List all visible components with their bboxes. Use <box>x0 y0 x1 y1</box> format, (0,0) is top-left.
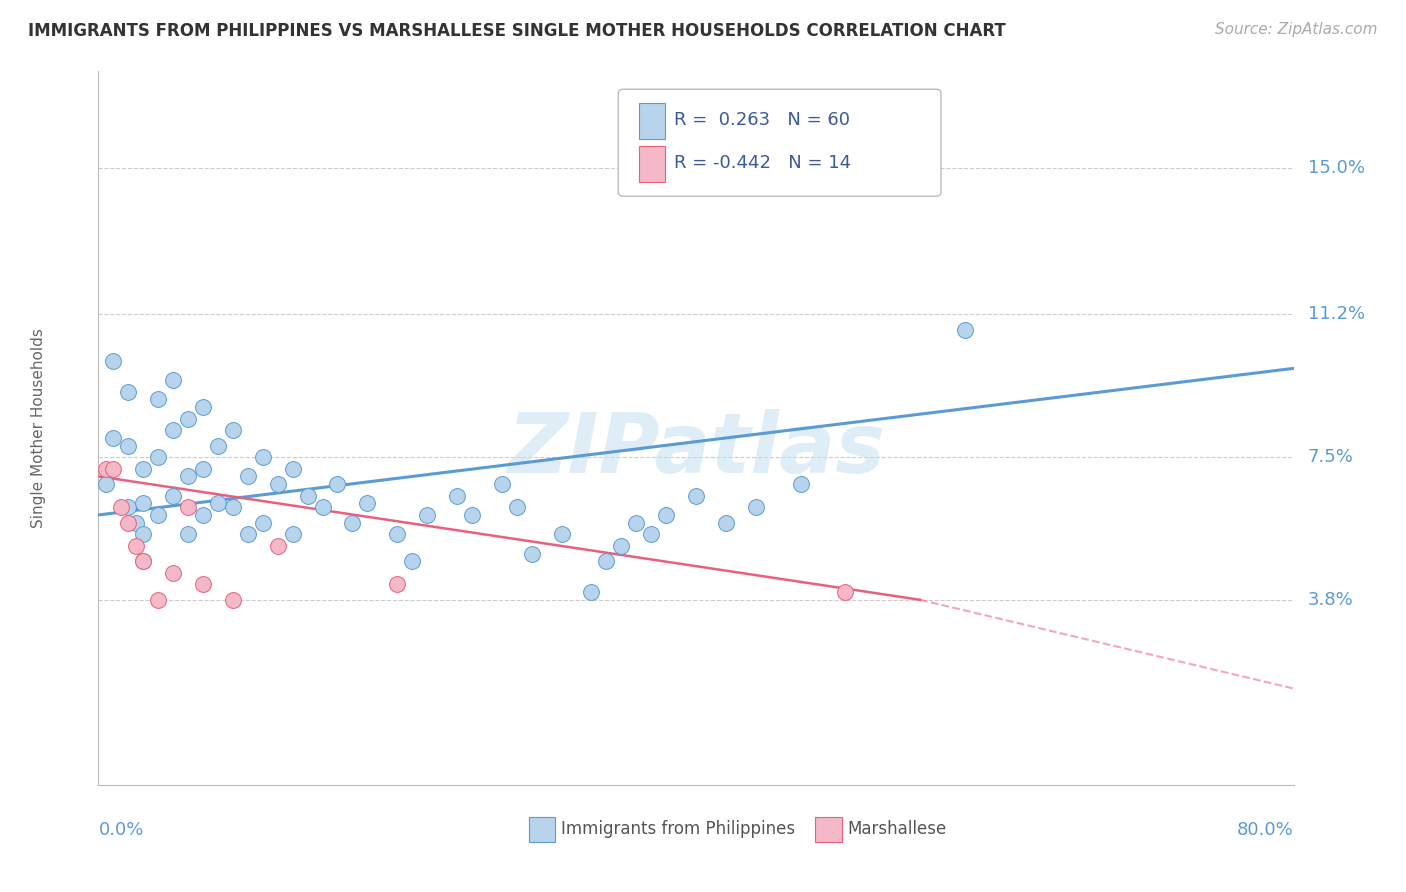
Point <box>177 527 200 541</box>
Point <box>385 577 409 591</box>
Text: 7.5%: 7.5% <box>1308 448 1354 467</box>
Point <box>491 477 513 491</box>
Text: R = -0.442   N = 14: R = -0.442 N = 14 <box>675 153 852 171</box>
Text: IMMIGRANTS FROM PHILIPPINES VS MARSHALLESE SINGLE MOTHER HOUSEHOLDS CORRELATION : IMMIGRANTS FROM PHILIPPINES VS MARSHALLE… <box>28 22 1005 40</box>
Point <box>252 450 274 464</box>
Point <box>281 461 304 475</box>
Point <box>401 554 423 568</box>
Text: Immigrants from Philippines: Immigrants from Philippines <box>561 821 794 838</box>
Point <box>162 489 184 503</box>
Text: 11.2%: 11.2% <box>1308 305 1365 324</box>
FancyBboxPatch shape <box>529 817 555 842</box>
Point <box>117 438 139 452</box>
Point <box>342 516 364 530</box>
Point <box>789 477 811 491</box>
Point <box>685 489 707 503</box>
Point <box>356 496 378 510</box>
FancyBboxPatch shape <box>638 103 665 139</box>
Point <box>132 461 155 475</box>
Point <box>595 554 617 568</box>
Point <box>148 392 170 407</box>
Point <box>506 500 529 515</box>
FancyBboxPatch shape <box>638 146 665 182</box>
Text: R =  0.263   N = 60: R = 0.263 N = 60 <box>675 111 851 128</box>
Text: 15.0%: 15.0% <box>1308 159 1365 177</box>
Text: ZIPatlas: ZIPatlas <box>508 409 884 490</box>
Point <box>125 516 148 530</box>
Text: 80.0%: 80.0% <box>1237 821 1294 838</box>
Point <box>191 400 214 414</box>
Point <box>132 554 155 568</box>
Point <box>267 539 290 553</box>
Point <box>326 477 349 491</box>
Point <box>236 469 259 483</box>
Point <box>714 516 737 530</box>
Point <box>117 516 139 530</box>
Point <box>148 592 170 607</box>
Point <box>162 373 184 387</box>
Point <box>520 547 543 561</box>
Point <box>879 169 901 183</box>
Point <box>207 496 229 510</box>
Point <box>416 508 439 522</box>
Point <box>222 592 245 607</box>
Point <box>132 554 155 568</box>
Point <box>610 539 633 553</box>
Point <box>191 508 214 522</box>
Point <box>655 508 678 522</box>
Point <box>117 500 139 515</box>
Point <box>550 527 572 541</box>
Point <box>103 431 125 445</box>
FancyBboxPatch shape <box>619 89 941 196</box>
Point <box>117 384 139 399</box>
Text: Source: ZipAtlas.com: Source: ZipAtlas.com <box>1215 22 1378 37</box>
Point <box>640 527 662 541</box>
Point <box>125 539 148 553</box>
Point <box>162 423 184 437</box>
Point <box>267 477 290 491</box>
Point <box>236 527 259 541</box>
Text: 0.0%: 0.0% <box>98 821 143 838</box>
Point <box>132 527 155 541</box>
Point <box>94 461 117 475</box>
Point <box>110 500 132 515</box>
Point <box>148 450 170 464</box>
Point <box>132 496 155 510</box>
Point <box>385 527 409 541</box>
Point <box>953 323 976 337</box>
Point <box>297 489 319 503</box>
Point <box>446 489 468 503</box>
Point <box>281 527 304 541</box>
Point <box>581 585 603 599</box>
Text: 3.8%: 3.8% <box>1308 591 1354 609</box>
Point <box>103 353 125 368</box>
Point <box>834 585 856 599</box>
Point <box>222 423 245 437</box>
Point <box>207 438 229 452</box>
Point <box>626 516 648 530</box>
Point <box>311 500 333 515</box>
Point <box>103 461 125 475</box>
Point <box>191 461 214 475</box>
Point <box>177 500 200 515</box>
Text: Single Mother Households: Single Mother Households <box>31 328 46 528</box>
Point <box>94 477 117 491</box>
Point <box>162 566 184 580</box>
FancyBboxPatch shape <box>815 817 842 842</box>
Point <box>745 500 768 515</box>
Point <box>252 516 274 530</box>
Point <box>461 508 484 522</box>
Point <box>222 500 245 515</box>
Point <box>191 577 214 591</box>
Point <box>177 411 200 425</box>
Point <box>177 469 200 483</box>
Point <box>148 508 170 522</box>
Text: Marshallese: Marshallese <box>848 821 948 838</box>
